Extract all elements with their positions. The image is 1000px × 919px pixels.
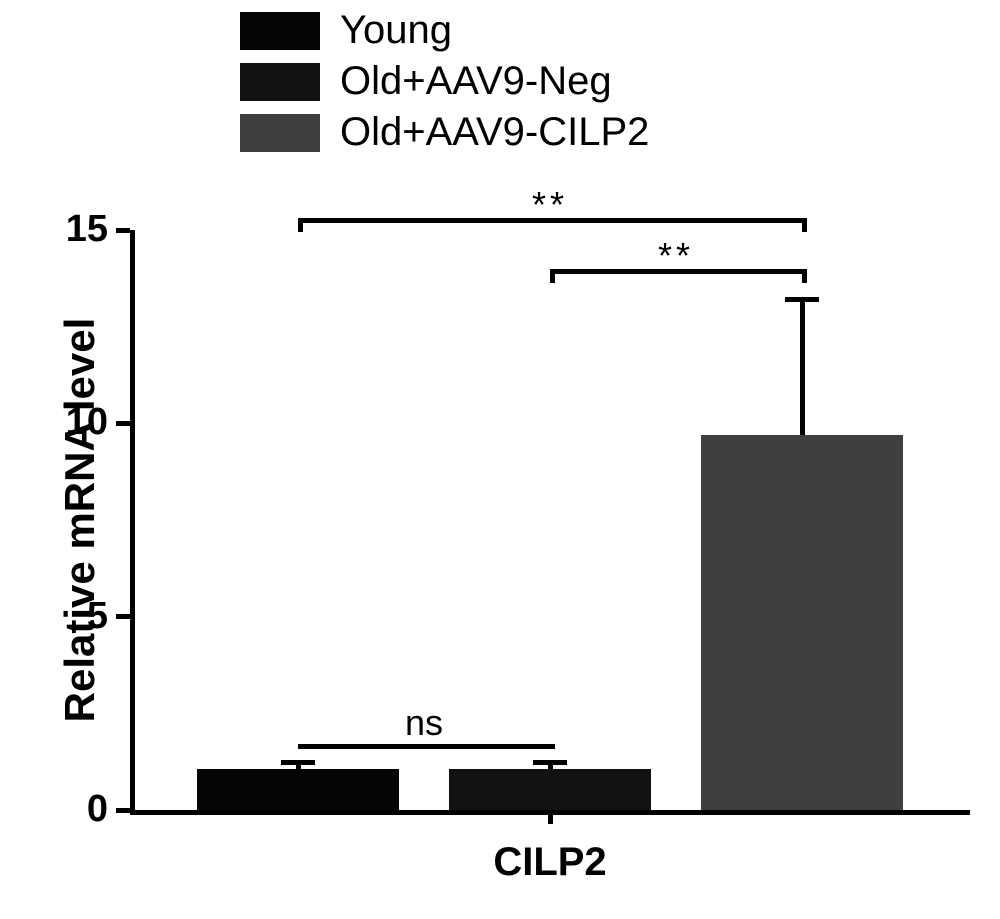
y-axis (130, 230, 135, 815)
bar-old-cilp2 (701, 435, 903, 810)
legend: Young Old+AAV9-Neg Old+AAV9-CILP2 (240, 8, 649, 161)
x-axis-label: CILP2 (450, 840, 650, 885)
bar-old-neg (449, 769, 651, 810)
legend-item: Young (240, 8, 649, 53)
sig-bracket-drop (298, 218, 303, 232)
sig-bracket-drop (550, 269, 555, 283)
legend-item: Old+AAV9-Neg (240, 59, 649, 104)
error-bar-stem (800, 300, 805, 435)
legend-label: Old+AAV9-Neg (340, 59, 612, 104)
error-bar-cap (533, 760, 567, 765)
sig-bracket (298, 744, 555, 749)
sig-label-stars: ** (636, 235, 716, 277)
x-tick (548, 810, 553, 824)
bar-young (197, 769, 399, 810)
sig-label-ns: ns (384, 702, 464, 744)
y-tick (116, 228, 130, 233)
legend-item: Old+AAV9-CILP2 (240, 110, 649, 155)
y-tick (116, 421, 130, 426)
sig-bracket-drop (802, 218, 807, 232)
error-bar-cap (281, 760, 315, 765)
figure: Young Old+AAV9-Neg Old+AAV9-CILP2 0 5 10… (0, 0, 1000, 919)
y-tick (116, 808, 130, 813)
legend-label: Old+AAV9-CILP2 (340, 110, 649, 155)
legend-swatch (240, 63, 320, 101)
y-tick-label: 15 (28, 208, 108, 251)
legend-label: Young (340, 8, 452, 53)
y-axis-label: Relative mRNA level (56, 270, 104, 770)
legend-swatch (240, 12, 320, 50)
y-tick-label: 0 (28, 788, 108, 831)
legend-swatch (240, 114, 320, 152)
plot-area: 0 5 10 15 ns ** ** (130, 230, 970, 810)
y-tick (116, 614, 130, 619)
sig-label-stars: ** (510, 184, 590, 226)
sig-bracket-drop (802, 269, 807, 283)
error-bar-cap (785, 297, 819, 302)
